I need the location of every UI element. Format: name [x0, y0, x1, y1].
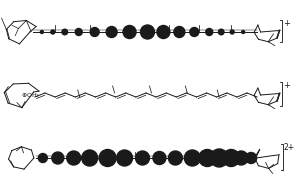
Circle shape — [62, 29, 68, 35]
Circle shape — [75, 29, 82, 36]
Circle shape — [106, 26, 117, 37]
Circle shape — [99, 149, 116, 167]
Circle shape — [190, 28, 199, 36]
Circle shape — [52, 152, 64, 164]
Circle shape — [140, 25, 154, 39]
Circle shape — [223, 149, 240, 167]
Circle shape — [117, 150, 133, 166]
Circle shape — [136, 151, 150, 165]
Text: +: + — [283, 19, 290, 28]
Circle shape — [199, 149, 216, 167]
Circle shape — [206, 29, 213, 36]
Circle shape — [90, 28, 99, 36]
Text: +: + — [283, 81, 290, 90]
Circle shape — [40, 30, 43, 33]
Text: 2+: 2+ — [284, 143, 295, 152]
Circle shape — [38, 153, 47, 163]
Circle shape — [51, 30, 55, 34]
Circle shape — [82, 150, 98, 166]
Circle shape — [230, 30, 234, 34]
Circle shape — [246, 153, 257, 163]
Circle shape — [157, 26, 170, 39]
Circle shape — [174, 26, 185, 37]
Circle shape — [153, 152, 166, 164]
Circle shape — [234, 151, 248, 165]
Circle shape — [184, 150, 200, 166]
Circle shape — [218, 29, 224, 35]
Circle shape — [67, 151, 81, 165]
Circle shape — [168, 151, 182, 165]
Circle shape — [210, 149, 228, 167]
Circle shape — [242, 30, 245, 33]
Text: $\oplus$OH$_2$: $\oplus$OH$_2$ — [21, 91, 40, 100]
Circle shape — [123, 26, 136, 39]
